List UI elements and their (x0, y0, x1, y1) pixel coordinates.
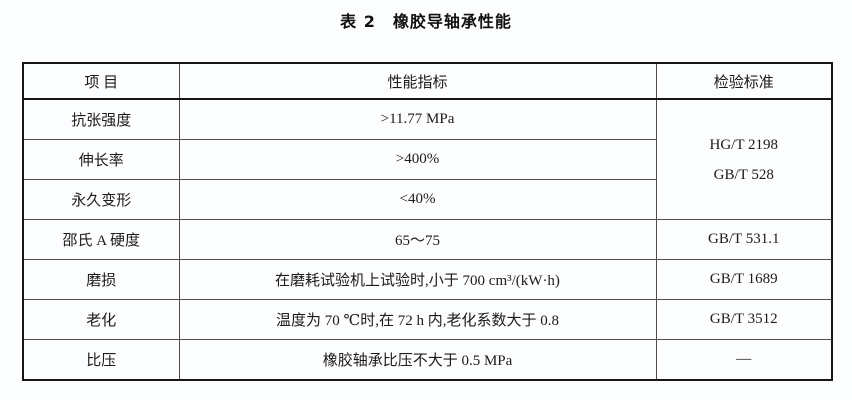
cell-standard: GB/T 531.1 (655, 219, 833, 260)
standard-line-1: HG/T 2198 (709, 136, 778, 153)
cell-item: 比压 (22, 339, 180, 381)
cell-value: 在磨耗试验机上试验时,小于 700 cm³/(kW·h) (178, 259, 657, 300)
cell-value: >11.77 MPa (178, 98, 657, 140)
cell-value: 橡胶轴承比压不大于 0.5 MPa (178, 339, 657, 381)
cell-item: 伸长率 (22, 139, 180, 180)
cell-value: 温度为 70 ℃时,在 72 h 内,老化系数大于 0.8 (178, 299, 657, 340)
table-caption: 表 2 橡胶导轴承性能 (340, 12, 512, 31)
cell-item: 抗张强度 (22, 98, 180, 140)
header-item: 项 目 (22, 62, 180, 100)
cell-item: 老化 (22, 299, 180, 340)
cell-standard: GB/T 3512 (655, 299, 833, 340)
performance-spec-table: 项 目 性能指标 检验标准 抗张强度 >11.77 MPa HG/T 2198 … (22, 62, 833, 381)
header-value: 性能指标 (178, 62, 657, 100)
table-header-row: 项 目 性能指标 检验标准 (22, 62, 833, 100)
cell-item: 永久变形 (22, 179, 180, 220)
header-standard: 检验标准 (655, 62, 833, 100)
table-row: 磨损 在磨耗试验机上试验时,小于 700 cm³/(kW·h) GB/T 168… (22, 259, 833, 300)
cell-standard: — (655, 339, 833, 381)
table-row: 邵氏 A 硬度 65～75 GB/T 531.1 (22, 219, 833, 260)
cell-value: 65～75 (178, 219, 657, 260)
table-row: 永久变形 <40% (22, 179, 832, 220)
table-row: 老化 温度为 70 ℃时,在 72 h 内,老化系数大于 0.8 GB/T 35… (22, 299, 833, 340)
table-row: 伸长率 >400% (22, 139, 832, 180)
standard-line-2: GB/T 528 (713, 166, 774, 183)
cell-value: <40% (178, 179, 657, 220)
table-row: 比压 橡胶轴承比压不大于 0.5 MPa — (22, 339, 833, 381)
cell-value: >400% (178, 139, 657, 180)
cell-standard: GB/T 1689 (655, 259, 833, 300)
cell-standard-merged: HG/T 2198 GB/T 528 (655, 98, 833, 220)
cell-item: 磨损 (22, 259, 180, 300)
table-row: 抗张强度 >11.77 MPa HG/T 2198 GB/T 528 (22, 98, 833, 220)
cell-item: 邵氏 A 硬度 (22, 219, 180, 260)
